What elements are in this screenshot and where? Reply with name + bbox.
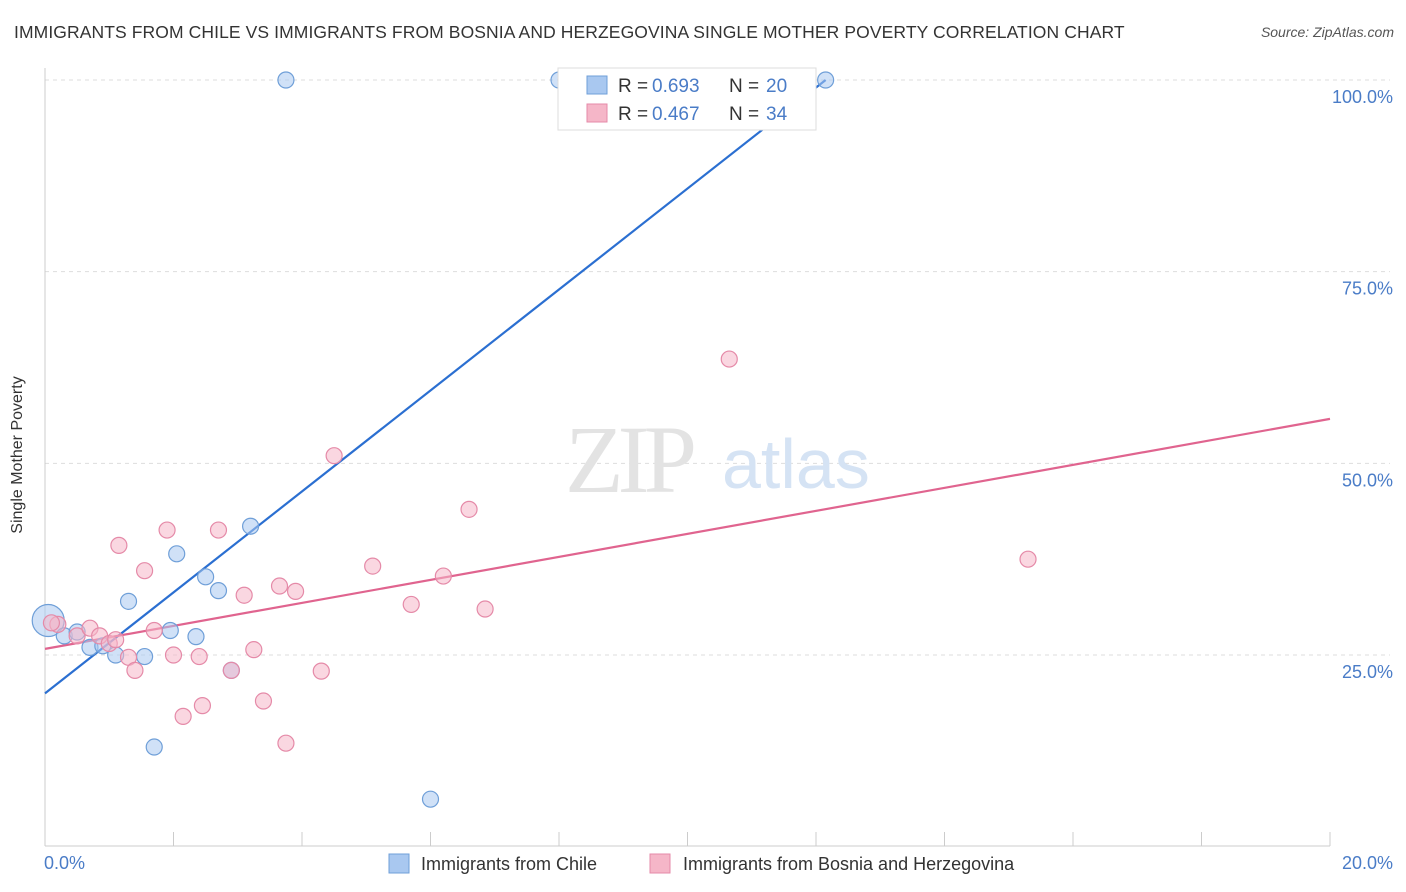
data-point-pink xyxy=(476,600,494,618)
data-point-blue xyxy=(187,628,205,646)
x-tick-label: 20.0% xyxy=(1342,853,1393,873)
legend-n-label: N = xyxy=(729,76,759,97)
stats-legend: R = 0.693 N = 20 R = 0.467 N = 34 xyxy=(557,67,817,131)
data-point-pink xyxy=(270,577,289,595)
watermark-zip: ZIP xyxy=(565,406,694,513)
data-points xyxy=(31,71,1037,808)
data-point-pink xyxy=(42,614,61,632)
tick-labels: 25.0% 50.0% 75.0% 100.0% 0.0% 20.0% xyxy=(44,87,1393,873)
x-tick-label: 0.0% xyxy=(44,853,85,873)
legend-swatch-blue xyxy=(586,75,608,95)
data-point-blue xyxy=(817,71,835,89)
data-point-pink xyxy=(460,500,478,518)
legend-r-label: R = xyxy=(618,76,648,97)
data-point-pink xyxy=(235,586,253,604)
axes xyxy=(44,68,1331,847)
data-point-blue xyxy=(209,582,228,600)
legend-n-label: N = xyxy=(729,104,759,125)
data-point-pink xyxy=(110,536,128,554)
trend-line-blue xyxy=(44,79,827,695)
data-point-blue xyxy=(277,71,295,89)
data-point-pink xyxy=(1019,550,1037,568)
data-point-pink xyxy=(720,350,738,368)
legend-r-value: 0.467 xyxy=(652,104,700,125)
legend-r-label: R = xyxy=(618,104,648,125)
data-point-blue xyxy=(421,790,440,808)
y-tick-label: 100.0% xyxy=(1332,87,1393,107)
data-point-pink xyxy=(193,697,212,715)
data-point-pink xyxy=(434,567,452,585)
data-point-pink xyxy=(135,562,154,580)
data-point-blue xyxy=(145,738,163,756)
data-point-pink xyxy=(402,595,420,614)
data-point-pink xyxy=(107,631,125,649)
y-tick-label: 25.0% xyxy=(1342,662,1393,682)
data-point-pink xyxy=(277,734,295,752)
legend-series-label: Immigrants from Chile xyxy=(421,854,597,874)
data-point-pink xyxy=(312,662,330,680)
data-point-blue xyxy=(197,568,215,586)
legend-series-label: Immigrants from Bosnia and Herzegovina xyxy=(683,854,1015,874)
data-point-pink xyxy=(325,447,343,465)
data-point-blue xyxy=(135,647,154,666)
watermark-atlas: atlas xyxy=(722,425,870,503)
series-legend: Immigrants from Chile Immigrants from Bos… xyxy=(388,853,1015,874)
data-point-pink xyxy=(190,647,208,666)
legend-swatch-blue xyxy=(388,853,410,874)
data-point-pink xyxy=(254,692,273,710)
data-point-pink xyxy=(145,621,163,640)
data-point-pink xyxy=(164,646,183,664)
data-point-pink xyxy=(286,582,305,600)
watermark: ZIP atlas xyxy=(565,406,870,513)
data-point-pink xyxy=(364,557,382,575)
data-point-blue xyxy=(242,517,260,535)
trend-line-pink xyxy=(44,417,1331,650)
trend-lines xyxy=(44,79,1331,695)
data-point-pink xyxy=(68,627,86,645)
data-point-pink xyxy=(209,521,228,539)
data-point-pink xyxy=(126,661,144,679)
data-point-pink xyxy=(158,521,176,539)
legend-r-value: 0.693 xyxy=(652,76,700,97)
gridlines xyxy=(45,79,1390,656)
data-point-blue xyxy=(168,545,186,563)
data-point-blue xyxy=(119,592,138,610)
source-label: Source: ZipAtlas.com xyxy=(1260,24,1394,40)
data-point-pink xyxy=(222,661,240,679)
data-point-pink xyxy=(174,707,192,725)
chart-title: IMMIGRANTS FROM CHILE VS IMMIGRANTS FROM… xyxy=(14,22,1125,42)
y-tick-label: 50.0% xyxy=(1342,470,1393,490)
y-tick-label: 75.0% xyxy=(1342,279,1393,299)
data-point-blue xyxy=(161,621,179,640)
legend-n-value: 20 xyxy=(766,76,787,97)
data-point-pink xyxy=(245,641,263,659)
legend-swatch-pink xyxy=(649,853,671,874)
legend-swatch-pink xyxy=(586,103,608,123)
legend-n-value: 34 xyxy=(766,104,788,125)
